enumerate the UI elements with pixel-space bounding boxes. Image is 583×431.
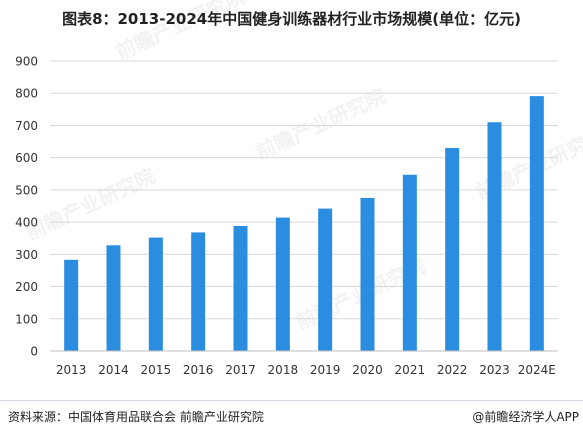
x-tick-label: 2016 — [183, 363, 214, 377]
gridlines — [50, 60, 558, 320]
y-tick-label: 600 — [15, 151, 38, 165]
x-tick-label: 2014 — [98, 363, 129, 377]
bar — [275, 217, 290, 351]
chart-title: 图表8：2013-2024年中国健身训练器材行业市场规模(单位：亿元) — [62, 10, 521, 28]
bar — [402, 174, 417, 351]
bar — [233, 225, 248, 351]
x-tick-label: 2021 — [395, 363, 426, 377]
bar — [445, 148, 460, 351]
bar — [191, 232, 206, 351]
x-tick-label: 2020 — [352, 363, 383, 377]
bars — [64, 96, 544, 351]
watermark-text: 前瞻产业研究院 — [112, 0, 249, 65]
bar — [148, 237, 163, 351]
y-tick-label: 700 — [15, 119, 38, 133]
watermark-text: 前瞻产业研究院 — [22, 164, 159, 245]
bar — [64, 259, 79, 351]
bar — [106, 245, 121, 351]
x-tick-label: 2019 — [310, 363, 341, 377]
y-tick-label: 400 — [15, 216, 38, 230]
x-tick-label: 2024E — [518, 363, 556, 377]
bar — [318, 208, 333, 351]
x-tick-label: 2023 — [479, 363, 510, 377]
x-tick-label: 2018 — [268, 363, 299, 377]
copyright-note: @前瞻经济学人APP — [472, 410, 579, 424]
bar — [360, 197, 375, 351]
bar — [529, 96, 544, 351]
footer: 资料来源：中国体育用品联合会 前瞻产业研究院 @前瞻经济学人APP — [0, 400, 583, 431]
y-tick-label: 0 — [30, 345, 38, 359]
y-tick-label: 800 — [15, 87, 38, 101]
y-tick-label: 200 — [15, 280, 38, 294]
watermark-text: 前瞻产业研究院 — [252, 84, 389, 165]
y-tick-label: 900 — [15, 55, 38, 69]
x-tick-label: 2022 — [437, 363, 468, 377]
y-tick-label: 300 — [15, 248, 38, 262]
x-tick-label: 2015 — [141, 363, 172, 377]
y-axis-ticks: 0 100 200 300 400 500 600 700 800 900 — [15, 55, 38, 359]
x-axis-ticks: 2013 2014 2015 2016 2017 2018 2019 2020 2021 2022… — [56, 363, 556, 377]
y-tick-label: 500 — [15, 183, 38, 197]
source-note: 资料来源：中国体育用品联合会 前瞻产业研究院 — [8, 410, 264, 424]
x-tick-label: 2013 — [56, 363, 87, 377]
x-tick-label: 2017 — [225, 363, 256, 377]
y-tick-label: 100 — [15, 312, 38, 326]
bar — [487, 122, 502, 351]
